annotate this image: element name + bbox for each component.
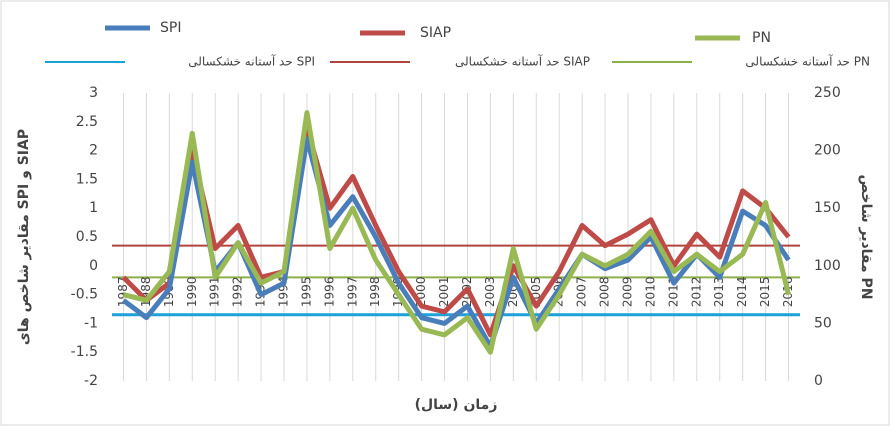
legend-label: حد آستانه خشکسالی SIAP [455,54,590,69]
x-tick-label: 2009 [621,277,635,308]
x-tick-label: 2003 [483,277,497,308]
data-line [121,125,791,338]
y2-tick-label: 150 [814,200,841,216]
y-tick-label: -0.5 [71,287,98,303]
y-tick-label: 0 [89,258,98,274]
y2-axis-title: مقادیر شاخص PN [858,174,874,299]
y-tick-label: 1 [89,200,98,216]
x-tick-label: 1990 [185,277,199,308]
x-tick-label: 1997 [345,277,359,308]
x-tick-label: 2014 [735,277,749,308]
legend-label: حد آستانه خشکسالی PN [745,54,870,69]
x-tick-label: 2011 [666,277,680,308]
x-tick-label: 1995 [299,277,313,308]
x-axis-title: زمان (سال) [415,397,498,413]
y-tick-label: -1 [84,315,98,331]
x-tick-label: 2013 [712,277,726,308]
x-tick-label: 2001 [437,277,451,308]
y-axis-title: مقادیر شاخص های SPI و SIAP [16,129,32,345]
x-tick-label: 1992 [231,277,245,308]
legend-label: PN [752,30,771,46]
x-tick-label: 1987 [116,277,130,308]
y2-tick-label: 50 [814,315,832,331]
legend-label: SIAP [420,25,451,41]
x-tick-label: 1991 [208,277,222,308]
y2-tick-label: 0 [814,373,823,389]
legend-label: SPI [160,20,181,36]
y-tick-label: 2 [89,143,98,159]
legend-label: حد آستانه خشکسالی SPI [188,54,315,69]
data-line [122,110,791,355]
y-tick-label: 1.5 [76,171,98,187]
x-tick-label: 2012 [689,277,703,308]
y-tick-label: 3 [89,85,98,101]
y2-tick-label: 100 [814,258,841,274]
x-tick-label: 2015 [758,277,772,308]
x-tick-label: 2008 [598,277,612,308]
x-tick-label: 2007 [575,277,589,308]
y2-tick-label: 250 [814,85,841,101]
y-tick-label: 2.5 [76,114,98,130]
x-tick-label: 1998 [368,277,382,308]
y2-tick-label: 200 [814,143,841,159]
x-tick-label: 1996 [322,277,336,308]
x-tick-label: 2010 [643,277,657,308]
y-tick-label: 0.5 [76,229,98,245]
y-tick-label: -1.5 [71,344,98,360]
y-tick-label: -2 [84,373,98,389]
